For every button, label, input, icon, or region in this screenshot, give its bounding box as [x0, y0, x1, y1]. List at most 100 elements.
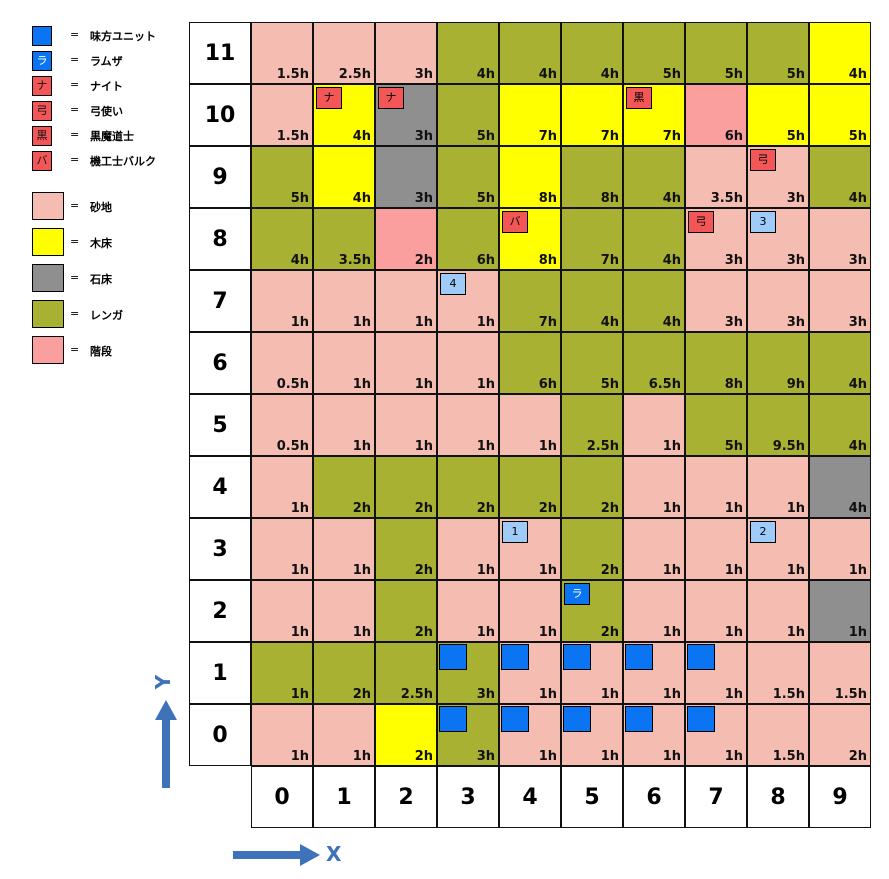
tile-8-1[interactable]: 1.5h [747, 642, 809, 704]
tile-8-0[interactable]: 1.5h [747, 704, 809, 766]
tile-8-8[interactable]: 3h 3 [747, 208, 809, 270]
enemy-unit-marker[interactable]: バ [502, 211, 528, 233]
tile-6-10[interactable]: 7h 黒 [623, 84, 685, 146]
spot-marker[interactable]: 3 [750, 211, 776, 233]
tile-6-2[interactable]: 1h [623, 580, 685, 642]
ally-unit-marker[interactable] [563, 706, 591, 732]
tile-5-6[interactable]: 5h [561, 332, 623, 394]
tile-6-4[interactable]: 1h [623, 456, 685, 518]
tile-7-8[interactable]: 3h 弓 [685, 208, 747, 270]
spot-marker[interactable]: 1 [502, 521, 528, 543]
tile-4-0[interactable]: 1h [499, 704, 561, 766]
tile-3-5[interactable]: 1h [437, 394, 499, 456]
ally-unit-marker[interactable] [687, 644, 715, 670]
tile-0-0[interactable]: 1h [251, 704, 313, 766]
tile-9-4[interactable]: 4h [809, 456, 871, 518]
tile-0-6[interactable]: 0.5h [251, 332, 313, 394]
tile-2-5[interactable]: 1h [375, 394, 437, 456]
tile-1-6[interactable]: 1h [313, 332, 375, 394]
enemy-unit-marker[interactable]: ナ [378, 87, 404, 109]
tile-2-11[interactable]: 3h [375, 22, 437, 84]
tile-7-7[interactable]: 3h [685, 270, 747, 332]
tile-3-2[interactable]: 1h [437, 580, 499, 642]
tile-0-10[interactable]: 1.5h [251, 84, 313, 146]
tile-3-6[interactable]: 1h [437, 332, 499, 394]
tile-1-3[interactable]: 1h [313, 518, 375, 580]
tile-2-0[interactable]: 2h [375, 704, 437, 766]
tile-4-2[interactable]: 1h [499, 580, 561, 642]
tile-4-9[interactable]: 8h [499, 146, 561, 208]
tile-2-3[interactable]: 2h [375, 518, 437, 580]
tile-7-3[interactable]: 1h [685, 518, 747, 580]
tile-5-7[interactable]: 4h [561, 270, 623, 332]
spot-marker[interactable]: 4 [440, 273, 466, 295]
enemy-unit-marker[interactable]: ナ [316, 87, 342, 109]
tile-9-2[interactable]: 1h [809, 580, 871, 642]
tile-9-3[interactable]: 1h [809, 518, 871, 580]
tile-6-7[interactable]: 4h [623, 270, 685, 332]
tile-5-11[interactable]: 4h [561, 22, 623, 84]
tile-3-8[interactable]: 6h [437, 208, 499, 270]
tile-1-8[interactable]: 3.5h [313, 208, 375, 270]
tile-0-9[interactable]: 5h [251, 146, 313, 208]
tile-1-2[interactable]: 1h [313, 580, 375, 642]
tile-4-4[interactable]: 2h [499, 456, 561, 518]
tile-8-3[interactable]: 1h 2 [747, 518, 809, 580]
tile-5-10[interactable]: 7h [561, 84, 623, 146]
tile-8-4[interactable]: 1h [747, 456, 809, 518]
tile-4-1[interactable]: 1h [499, 642, 561, 704]
tile-8-10[interactable]: 5h [747, 84, 809, 146]
tile-4-10[interactable]: 7h [499, 84, 561, 146]
ally-unit-marker[interactable] [439, 644, 467, 670]
enemy-unit-marker[interactable]: 弓 [688, 211, 714, 233]
tile-7-9[interactable]: 3.5h [685, 146, 747, 208]
tile-7-11[interactable]: 5h [685, 22, 747, 84]
tile-2-8[interactable]: 2h [375, 208, 437, 270]
ally-unit-marker[interactable] [501, 644, 529, 670]
tile-9-5[interactable]: 4h [809, 394, 871, 456]
spot-marker[interactable]: 2 [750, 521, 776, 543]
tile-6-3[interactable]: 1h [623, 518, 685, 580]
tile-0-5[interactable]: 0.5h [251, 394, 313, 456]
tile-1-11[interactable]: 2.5h [313, 22, 375, 84]
tile-9-6[interactable]: 4h [809, 332, 871, 394]
tile-1-4[interactable]: 2h [313, 456, 375, 518]
tile-9-7[interactable]: 3h [809, 270, 871, 332]
ally-unit-marker[interactable] [687, 706, 715, 732]
tile-7-4[interactable]: 1h [685, 456, 747, 518]
ally-unit-marker[interactable] [563, 644, 591, 670]
tile-9-10[interactable]: 5h [809, 84, 871, 146]
tile-3-10[interactable]: 5h [437, 84, 499, 146]
tile-8-6[interactable]: 9h [747, 332, 809, 394]
tile-5-8[interactable]: 7h [561, 208, 623, 270]
tile-7-6[interactable]: 8h [685, 332, 747, 394]
tile-2-7[interactable]: 1h [375, 270, 437, 332]
tile-9-9[interactable]: 4h [809, 146, 871, 208]
tile-7-10[interactable]: 6h [685, 84, 747, 146]
tile-9-11[interactable]: 4h [809, 22, 871, 84]
ally-unit-marker[interactable] [625, 706, 653, 732]
tile-4-6[interactable]: 6h [499, 332, 561, 394]
tile-3-1[interactable]: 3h [437, 642, 499, 704]
tile-6-5[interactable]: 1h [623, 394, 685, 456]
tile-0-2[interactable]: 1h [251, 580, 313, 642]
tile-2-10[interactable]: 3h ナ [375, 84, 437, 146]
tile-5-4[interactable]: 2h [561, 456, 623, 518]
tile-6-0[interactable]: 1h [623, 704, 685, 766]
tile-1-10[interactable]: 4h ナ [313, 84, 375, 146]
tile-5-5[interactable]: 2.5h [561, 394, 623, 456]
tile-0-3[interactable]: 1h [251, 518, 313, 580]
tile-8-2[interactable]: 1h [747, 580, 809, 642]
tile-1-1[interactable]: 2h [313, 642, 375, 704]
tile-0-4[interactable]: 1h [251, 456, 313, 518]
tile-8-7[interactable]: 3h [747, 270, 809, 332]
tile-1-9[interactable]: 4h [313, 146, 375, 208]
tile-4-11[interactable]: 4h [499, 22, 561, 84]
ally-unit-marker[interactable] [625, 644, 653, 670]
tile-9-1[interactable]: 1.5h [809, 642, 871, 704]
tile-2-9[interactable]: 3h [375, 146, 437, 208]
tile-5-0[interactable]: 1h [561, 704, 623, 766]
tile-8-9[interactable]: 3h 弓 [747, 146, 809, 208]
tile-1-5[interactable]: 1h [313, 394, 375, 456]
tile-7-1[interactable]: 1h [685, 642, 747, 704]
